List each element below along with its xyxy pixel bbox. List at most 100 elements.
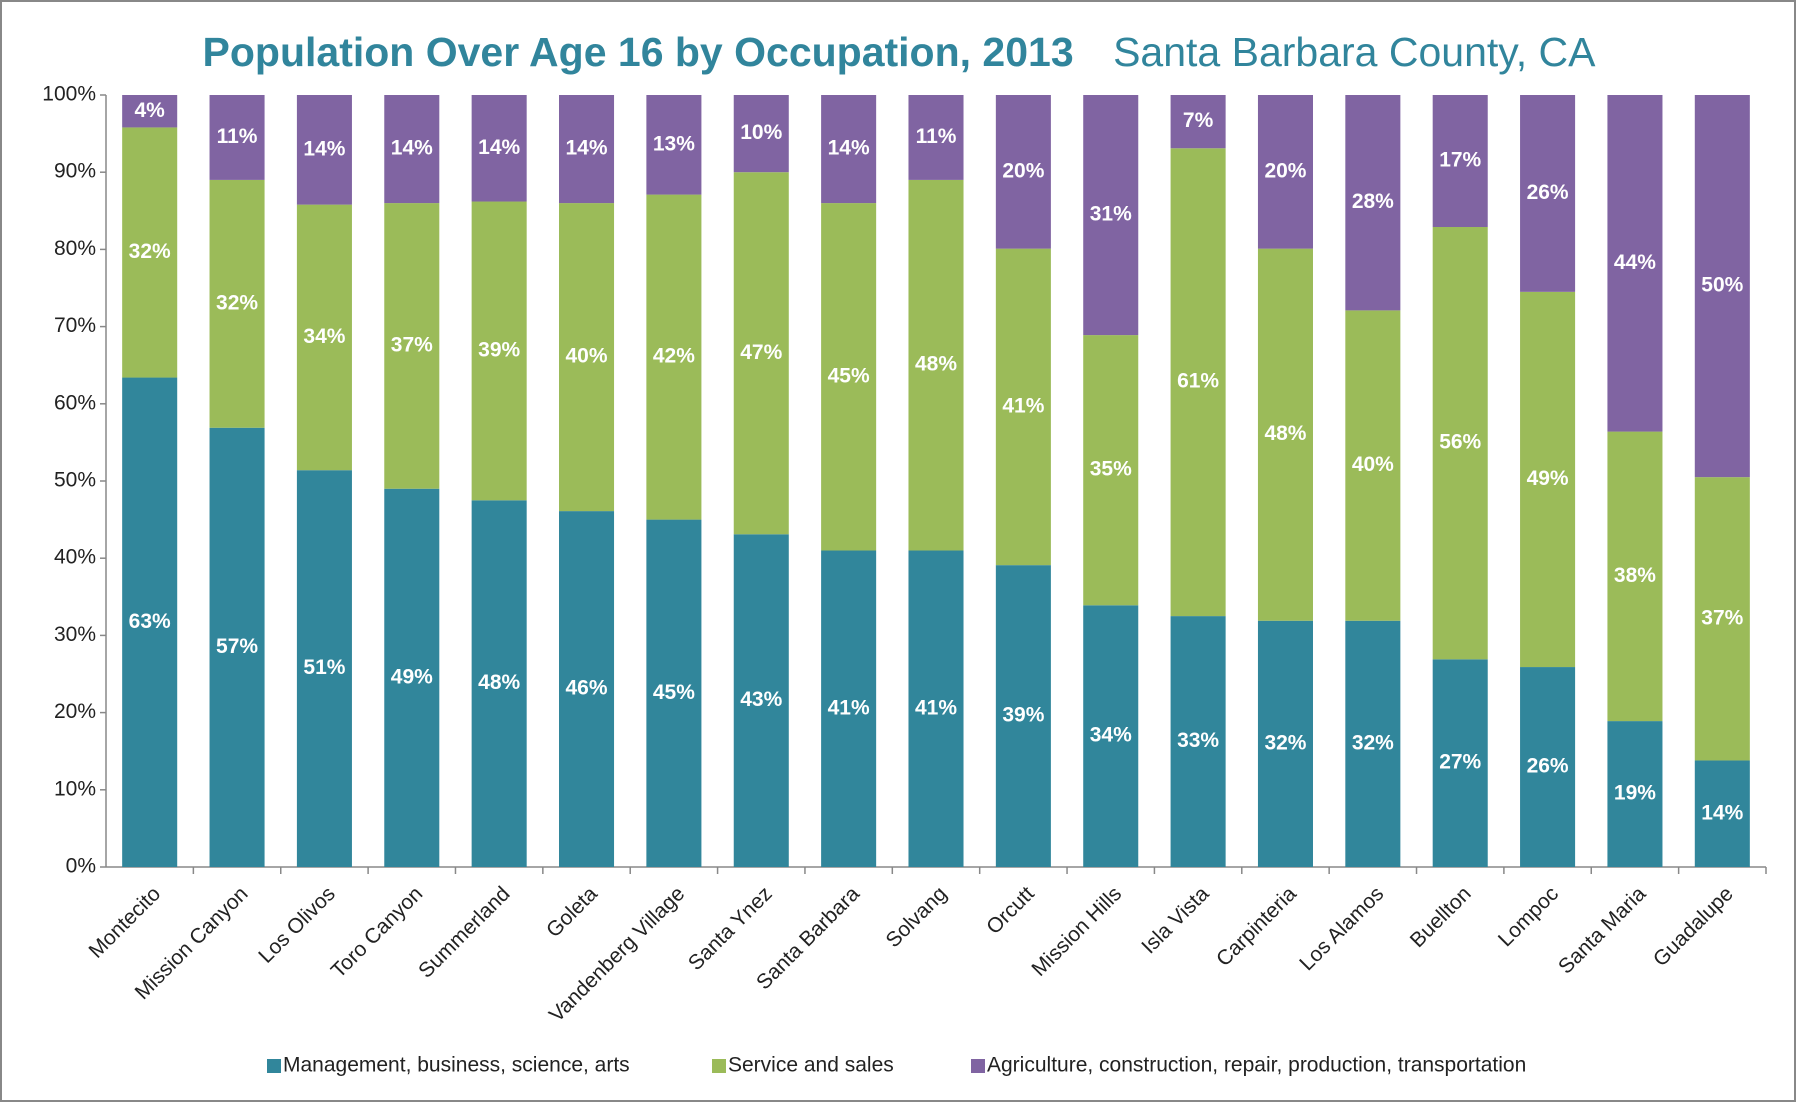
y-tick-label: 20% [54,700,96,723]
value-label: 32% [1352,731,1394,754]
bar-segment [1607,95,1663,432]
bar-segment [733,95,789,173]
bar-segment [296,95,352,205]
bar-segment [821,95,877,204]
bar-segment [908,95,964,180]
chart-title: Population Over Age 16 by Occupation, 20… [203,29,1074,75]
legend-swatch [712,1059,726,1073]
bar-segment [733,172,789,535]
bar-segment [995,565,1051,867]
value-label: 40% [1352,453,1394,476]
bar-segment [471,201,527,501]
value-label: 32% [1264,731,1306,754]
bar-segment [1257,248,1313,621]
value-label: 7% [1183,109,1214,132]
bar-segment [296,470,352,867]
value-label: 57% [216,635,258,658]
value-label: 40% [566,345,608,368]
value-label: 48% [915,353,957,376]
value-label: 32% [129,240,171,263]
value-label: 20% [1002,159,1044,182]
bar-segment [122,127,178,378]
bar-segment [1345,310,1401,621]
bar-segment [559,95,615,204]
value-label: 39% [1002,704,1044,727]
value-label: 49% [391,665,433,688]
bar-segment [821,550,877,867]
bar-segment [1520,291,1576,668]
y-tick-label: 80% [54,237,96,260]
y-tick-label: 30% [54,623,96,646]
bar-segment [646,519,702,867]
bar-segment [559,203,615,512]
y-tick-label: 90% [54,160,96,183]
bar-segment [1432,659,1488,867]
bar-segment [471,500,527,867]
bar-segment [995,248,1051,566]
value-label: 44% [1614,251,1656,274]
value-label: 63% [129,610,171,633]
bar-segment [122,95,178,128]
legend-label: Management, business, science, arts [283,1054,630,1077]
legend-swatch [267,1059,281,1073]
value-label: 50% [1701,274,1743,297]
bar-segment [384,95,440,204]
bar-segment [1257,95,1313,249]
value-label: 33% [1177,729,1219,752]
bar-segment [1520,667,1576,867]
bar-segment [646,194,702,520]
value-label: 14% [303,137,345,160]
bar-segment [733,534,789,867]
value-label: 39% [478,338,520,361]
value-label: 51% [303,656,345,679]
value-label: 26% [1527,755,1569,778]
value-label: 31% [1090,203,1132,226]
value-label: 32% [216,291,258,314]
bar-segment [1694,760,1750,867]
bar-segment [1607,721,1663,867]
value-label: 48% [478,671,520,694]
value-label: 37% [1701,606,1743,629]
value-label: 61% [1177,370,1219,393]
value-label: 19% [1614,782,1656,805]
value-label: 45% [653,681,695,704]
value-label: 13% [653,132,695,155]
value-label: 11% [217,125,258,148]
value-label: 49% [1527,467,1569,490]
value-label: 41% [1002,394,1044,417]
value-label: 47% [740,341,782,364]
bar-segment [471,95,527,202]
value-label: 43% [740,688,782,711]
bar-segment [908,179,964,551]
chart-title-group: Population Over Age 16 by Occupation, 20… [203,29,1597,75]
value-label: 28% [1352,190,1394,213]
value-label: 20% [1264,159,1306,182]
bar-segment [646,95,702,195]
bar-segment [1694,95,1750,478]
y-tick-label: 50% [54,469,96,492]
bar-segment [1257,620,1313,867]
bar-segment [1607,431,1663,722]
bar-segment [296,204,352,471]
bar-segment [209,95,265,180]
bar-segment [995,95,1051,249]
value-label: 48% [1264,422,1306,445]
legend-swatch [971,1059,985,1073]
bar-segment [1694,477,1750,761]
y-tick-label: 60% [54,391,96,414]
bar-segment [1432,95,1488,228]
value-label: 4% [135,99,166,122]
bar-segment [1083,95,1139,336]
value-label: 17% [1439,149,1481,172]
value-label: 11% [916,125,957,148]
legend-label: Service and sales [728,1054,894,1077]
value-label: 14% [828,137,870,160]
y-tick-label: 0% [66,855,96,878]
value-label: 26% [1527,181,1569,204]
value-label: 27% [1439,751,1481,774]
bar-segment [1520,95,1576,292]
bar-segment [1170,95,1226,149]
bar-segment [1345,95,1401,311]
bar-segment [1170,148,1226,617]
